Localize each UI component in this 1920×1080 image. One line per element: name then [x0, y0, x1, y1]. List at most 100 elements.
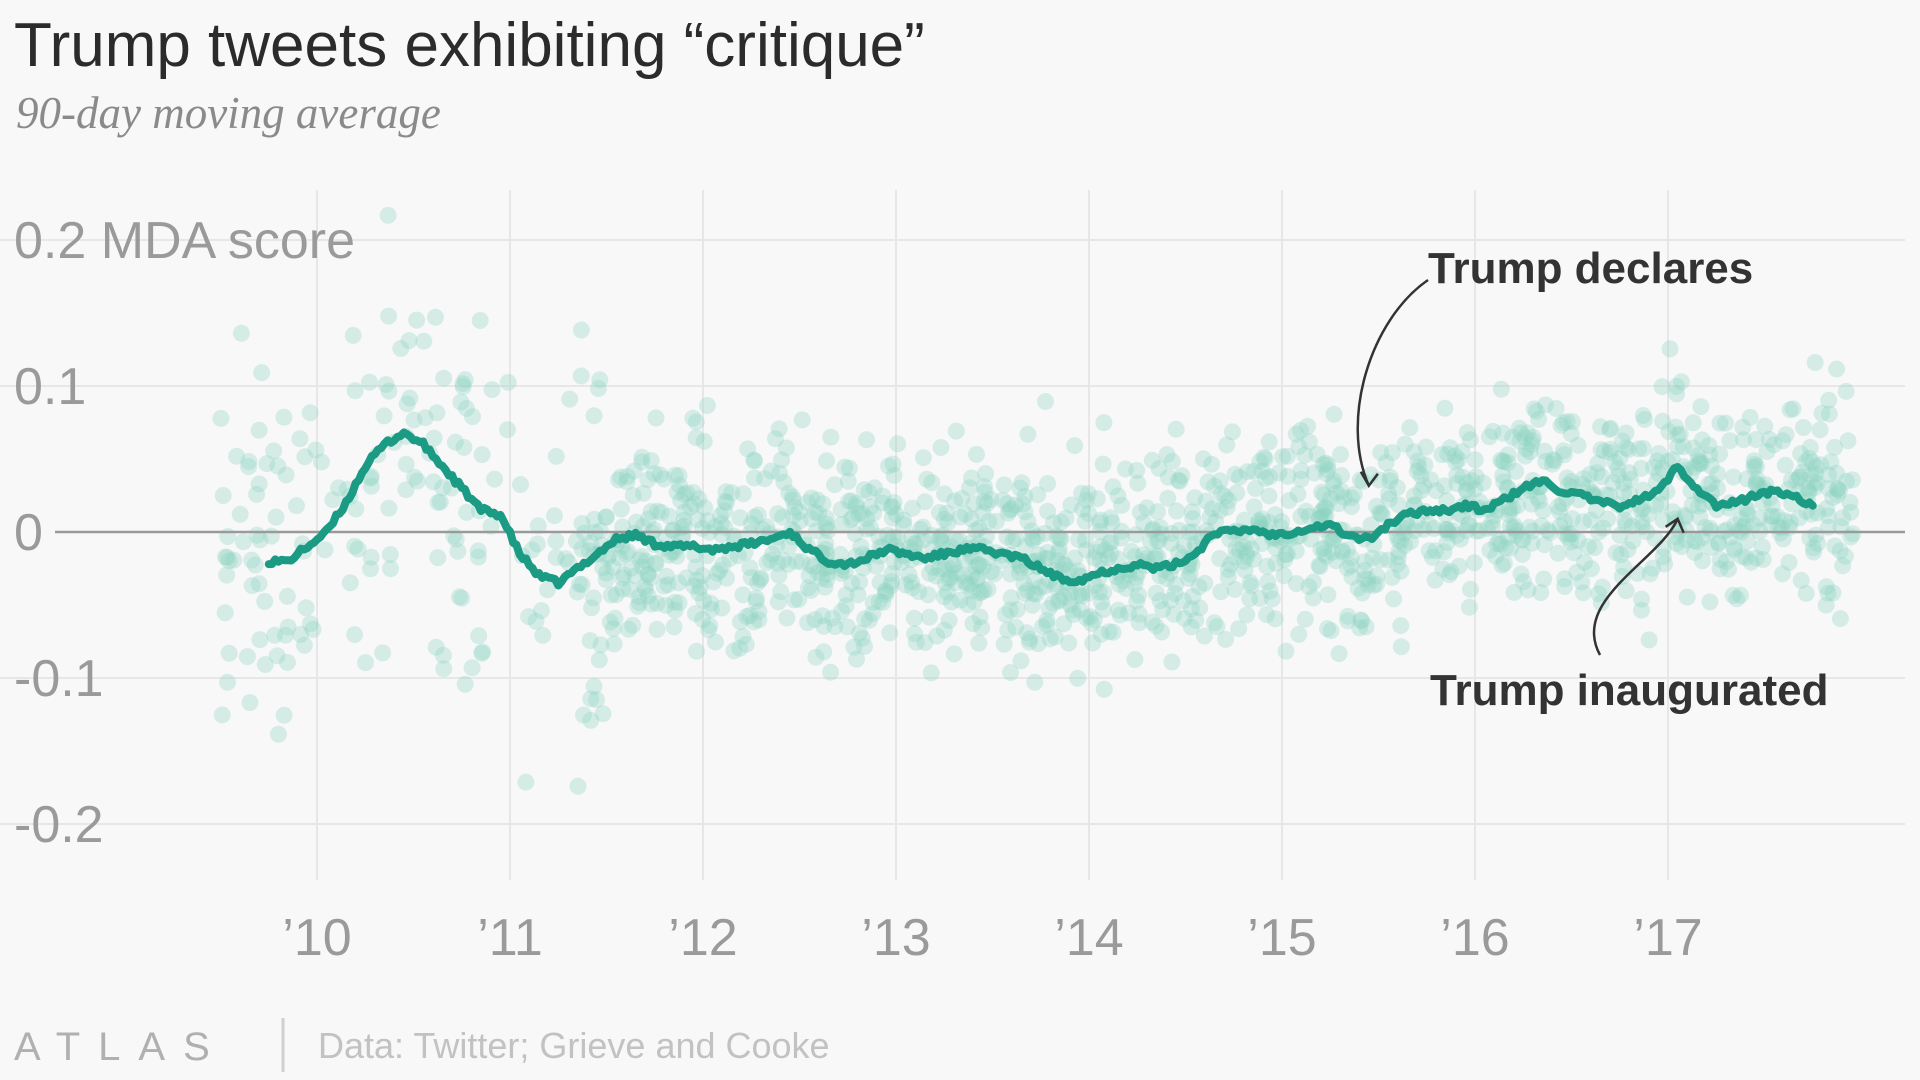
tweet-point: [1002, 500, 1020, 518]
tweet-point: [517, 773, 535, 791]
tweet-point: [938, 504, 956, 522]
tweet-point: [1029, 635, 1047, 653]
tweet-point: [1278, 545, 1296, 563]
tweet-point: [620, 620, 638, 638]
tweet-point: [220, 644, 238, 662]
tweet-point: [997, 606, 1014, 624]
tweet-point: [1392, 638, 1410, 656]
tweet-point: [629, 597, 647, 615]
tweet-point: [1805, 473, 1823, 491]
tweet-point: [860, 611, 878, 629]
tweet-point: [1829, 480, 1847, 498]
tweet-point: [1051, 529, 1069, 547]
tweet-point: [1095, 584, 1113, 601]
tweet-point: [1247, 480, 1264, 497]
tweet-point: [1701, 446, 1719, 464]
tweet-point: [561, 390, 579, 408]
tweet-point: [1765, 436, 1783, 454]
tweet-point: [1574, 584, 1592, 602]
tweet-point: [633, 558, 651, 576]
tweet-point: [1565, 544, 1583, 562]
tweet-point: [1147, 547, 1165, 565]
tweet-point: [269, 725, 287, 743]
tweet-point: [750, 611, 768, 629]
tweet-point: [602, 586, 620, 604]
tweet-point: [1153, 623, 1171, 641]
tweet-point: [1837, 382, 1855, 400]
tweet-point: [1359, 570, 1377, 588]
tweet-point: [456, 371, 474, 389]
tweet-point: [1038, 615, 1056, 633]
tweet-point: [1725, 468, 1742, 486]
tweet-point: [750, 602, 768, 620]
tweet-point: [1004, 532, 1022, 550]
tweet-point: [1732, 510, 1750, 528]
tweet-point: [1818, 500, 1836, 517]
tweet-point: [975, 493, 993, 511]
tweet-point: [790, 503, 808, 521]
tweet-point: [847, 495, 865, 512]
tweet-point: [921, 565, 939, 582]
tweet-point: [1339, 607, 1357, 625]
tweet-point: [1203, 500, 1221, 518]
tweet-point: [639, 471, 657, 489]
tweet-point: [864, 594, 882, 612]
tweet-point: [655, 577, 673, 595]
tweet-point: [1799, 484, 1817, 502]
tweet-point: [932, 439, 950, 456]
tweet-point: [1143, 613, 1161, 631]
tweet-point: [1617, 582, 1635, 600]
tweet-point: [1260, 514, 1278, 532]
tweet-point: [1593, 578, 1611, 596]
tweet-point: [631, 551, 649, 569]
annotation-label: Trump inaugurated: [1430, 666, 1828, 715]
tweet-point: [1761, 516, 1779, 534]
tweet-point: [1219, 568, 1237, 586]
tweet-point: [214, 487, 232, 504]
tweet-point: [1841, 494, 1859, 511]
tweet-point: [1581, 465, 1599, 483]
tweet-point: [639, 510, 657, 528]
tweet-point: [275, 408, 293, 426]
tweet-point: [1357, 618, 1375, 636]
tweet-point: [1718, 521, 1736, 539]
tweet-point: [1070, 531, 1088, 549]
tweet-point: [1319, 461, 1337, 479]
tweet-point: [453, 589, 471, 607]
tweet-point: [1737, 500, 1754, 517]
tweet-point: [985, 565, 1003, 583]
tweet-point: [1390, 531, 1408, 549]
tweet-point: [1495, 554, 1513, 572]
tweet-point: [248, 485, 266, 503]
tweet-point: [687, 558, 705, 576]
tweet-point: [1504, 428, 1522, 446]
tweet-point: [784, 507, 802, 525]
tweet-point: [963, 469, 980, 487]
tweet-point: [1547, 400, 1565, 417]
tweet-point: [856, 610, 874, 628]
tweet-point: [592, 636, 610, 654]
tweet-point: [1558, 413, 1576, 431]
tweet-point: [1615, 558, 1633, 576]
tweet-point: [999, 495, 1017, 513]
tweet-point: [1414, 520, 1432, 538]
tweet-point: [1592, 441, 1610, 459]
tweet-point: [1574, 470, 1592, 488]
tweet-point: [1296, 446, 1314, 464]
tweet-point: [1039, 544, 1057, 561]
tweet-point: [713, 526, 731, 544]
tweet-point: [1077, 609, 1095, 627]
tweet-point: [623, 559, 641, 577]
tweet-point: [803, 510, 820, 528]
chart-subtitle: 90-day moving average: [16, 88, 441, 138]
tweet-point: [772, 583, 790, 601]
tweet-point: [568, 583, 586, 601]
tweet-point: [1515, 573, 1532, 591]
tweet-point: [905, 609, 923, 627]
tweet-point: [642, 452, 660, 470]
tweet-point: [1502, 539, 1520, 557]
tweet-point: [1438, 521, 1456, 539]
tweet-point: [1798, 479, 1816, 497]
tweet-point: [785, 591, 803, 609]
